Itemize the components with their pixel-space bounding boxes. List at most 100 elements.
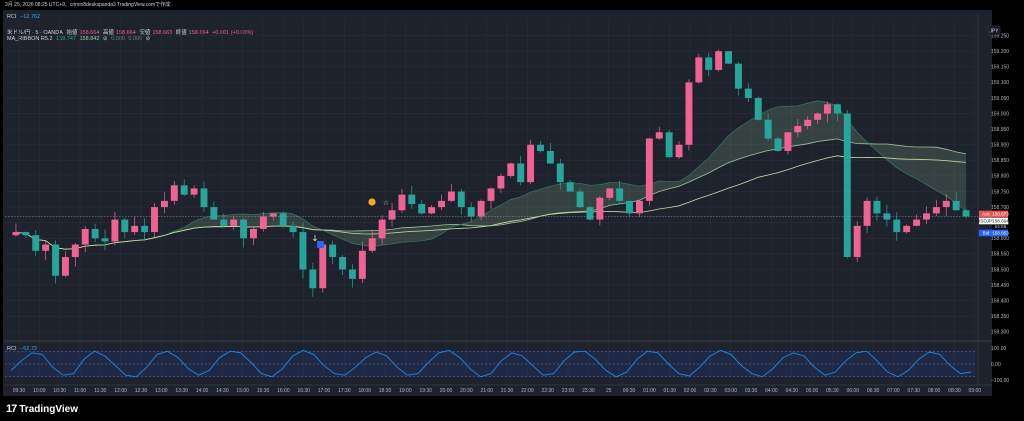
slash-icon: ⊘ xyxy=(145,36,151,42)
candle-body xyxy=(81,228,89,245)
x-tick-label: 07:00 xyxy=(887,388,900,394)
x-tick-label: 23:30 xyxy=(582,388,595,394)
slash-icon: ⊘ xyxy=(102,36,108,42)
ask-label: Ask xyxy=(982,212,990,217)
x-tick-label: 06:30 xyxy=(867,388,880,394)
x-tick-label: 06:00 xyxy=(846,388,859,394)
top-indicator-value: −12.762 xyxy=(20,14,41,20)
x-tick-label: 13:00 xyxy=(155,388,168,394)
candle-body xyxy=(962,210,970,217)
currency-label: JPY xyxy=(989,29,999,35)
candle-body xyxy=(596,197,604,220)
candle-body xyxy=(22,232,30,236)
candle-body xyxy=(586,207,594,220)
y-tick-label: 159.000 xyxy=(991,111,1009,117)
x-tick-label: 25 xyxy=(606,388,612,394)
y-tick-label: 158.300 xyxy=(991,330,1009,336)
top-indicator-legend[interactable]: RCI −12.762 xyxy=(7,14,42,20)
x-tick-label: 16:00 xyxy=(277,388,290,394)
candle-body xyxy=(339,257,347,270)
candle-body xyxy=(12,232,20,236)
rci-legend[interactable]: RCI −52.72 xyxy=(7,346,39,352)
candle-body xyxy=(942,200,950,208)
last-value-bg xyxy=(993,217,1008,225)
y-tick-label: 158.500 xyxy=(991,267,1009,273)
candle-body xyxy=(447,191,455,201)
candle-body xyxy=(744,88,752,98)
close-value: 158.664 xyxy=(188,30,209,36)
x-tick-label: 19:30 xyxy=(419,388,432,394)
candle-body xyxy=(814,113,822,120)
x-tick-label: 16:30 xyxy=(297,388,310,394)
candle-body xyxy=(715,51,723,70)
x-tick-label: 03:00 xyxy=(724,388,737,394)
bid-label-bg xyxy=(979,229,993,237)
star-icon: ☆ xyxy=(383,199,389,207)
x-tick-label: 23:00 xyxy=(562,388,575,394)
tradingview-brand[interactable]: 17 TradingView xyxy=(6,403,78,415)
last-label: USDJPY xyxy=(977,219,995,224)
last-value: 158.664 xyxy=(992,219,1009,224)
y-tick-label: 158.550 xyxy=(991,252,1009,258)
rci-y-tick-label: 0.00 xyxy=(991,362,1001,368)
low-label: 安値 xyxy=(139,30,151,36)
y-tick-label: 159.050 xyxy=(991,96,1009,102)
candle-body xyxy=(853,225,861,258)
rci-value: −52.72 xyxy=(20,346,37,352)
x-tick-label: 02:00 xyxy=(684,388,697,394)
candle-body xyxy=(725,51,732,64)
change-value: +0.001 (+0.00%) xyxy=(212,30,254,36)
candle-body xyxy=(131,225,139,233)
candle-body xyxy=(388,210,396,220)
open-label: 始値 xyxy=(66,30,78,36)
x-tick-label: 11:30 xyxy=(94,388,106,394)
candle-body xyxy=(616,188,624,201)
candle-body xyxy=(863,200,871,226)
x-tick-label: 12:00 xyxy=(114,388,127,394)
x-tick-label: 03:30 xyxy=(745,388,758,394)
x-tick-label: 14:00 xyxy=(196,388,209,394)
candle-body xyxy=(408,194,416,205)
x-tick-label: 10:30 xyxy=(53,388,66,394)
x-tick-label: 18:30 xyxy=(379,388,392,394)
bid-value: 158.653 xyxy=(992,231,1009,236)
symbol-legend[interactable]: 米ドル/円 · 5 · OANDA 始値 158.664 高値 158.664 安値… xyxy=(7,28,255,36)
candle-body xyxy=(517,163,525,183)
candle-body xyxy=(655,132,663,139)
candle-body xyxy=(843,113,851,258)
candle-body xyxy=(527,144,535,183)
high-value: 158.664 xyxy=(115,30,136,36)
high-label: 高値 xyxy=(102,30,114,36)
ribbon-name: MA_RIBBON R5.2 xyxy=(7,36,53,42)
candle-body xyxy=(913,219,921,226)
candle-body xyxy=(635,200,643,214)
tradingview-logo-icon: 17 xyxy=(6,403,17,415)
candle-body xyxy=(824,104,831,114)
y-tick-label: 158.950 xyxy=(991,127,1009,133)
bar-countdown: 04:55 xyxy=(995,224,1007,229)
ribbon-value-2: 158.842 xyxy=(79,36,100,42)
candle-body xyxy=(606,188,614,198)
x-tick-label: 04:30 xyxy=(785,388,798,394)
candle-body xyxy=(210,207,218,220)
candle-body xyxy=(467,207,475,217)
bid-label: Bid xyxy=(983,231,990,236)
candle-body xyxy=(121,219,129,233)
news-flag-icon xyxy=(317,241,324,248)
candle-body xyxy=(398,194,406,211)
open-value: 158.664 xyxy=(79,30,100,36)
event-emoji-icon xyxy=(368,198,376,206)
y-tick-label: 158.700 xyxy=(991,205,1009,211)
candle-body xyxy=(695,57,703,83)
candle-body xyxy=(576,191,584,208)
candle-body xyxy=(952,200,960,211)
candle-body xyxy=(932,207,940,214)
candle-body xyxy=(170,185,178,201)
y-tick-label: 158.450 xyxy=(991,283,1009,289)
candle-body xyxy=(200,188,208,208)
candle-body xyxy=(52,244,59,276)
ribbon-legend[interactable]: MA_RIBBON R5.2 158.747 158.842 ⊘ 0.000 0… xyxy=(7,36,152,42)
y-tick-label: 158.350 xyxy=(991,314,1009,320)
rci-y-tick-label: 100.00 xyxy=(991,346,1007,352)
